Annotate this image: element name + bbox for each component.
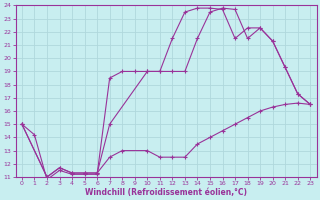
X-axis label: Windchill (Refroidissement éolien,°C): Windchill (Refroidissement éolien,°C) [85, 188, 247, 197]
